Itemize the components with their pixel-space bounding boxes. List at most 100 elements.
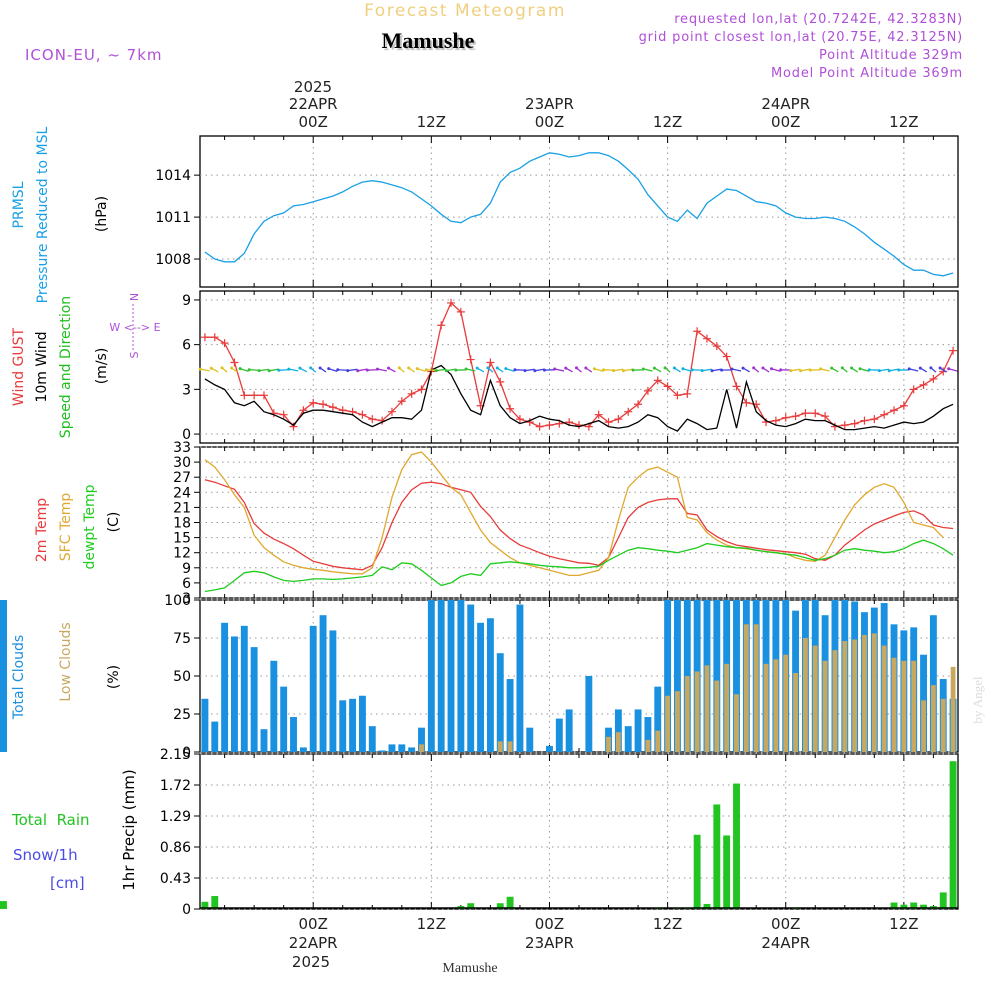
gust-marker [840, 421, 849, 430]
gust-marker [515, 415, 524, 424]
low-cloud-bar [793, 672, 798, 752]
wind-arrow-head [454, 368, 458, 372]
temp-ytick-label: 27 [173, 470, 191, 486]
wind-arrow [465, 368, 476, 372]
low-cloud-bar [419, 744, 424, 752]
gust-marker [899, 401, 908, 410]
gust-marker [447, 298, 456, 307]
low-cloud-bar [862, 634, 867, 752]
wind-arrow-head [475, 366, 479, 370]
top-hour-label: 12Z [653, 113, 682, 131]
rain-bar [920, 904, 927, 909]
wind-arrow-head [799, 369, 803, 373]
top-date-label: 24APR [761, 95, 810, 113]
wind-arrow-head [918, 366, 922, 370]
wind-arrow-head [444, 369, 448, 373]
wind-arrow-head [309, 366, 313, 370]
low-cloud-bar [930, 685, 936, 752]
wind-arrow-head [947, 367, 951, 371]
top-hour-label: 00Z [771, 113, 800, 131]
low-cloud-bar [655, 730, 661, 752]
temp-ytick-label: 6 [182, 576, 191, 592]
wind-arrow-head [277, 368, 281, 372]
bottom-hour-label: 00Z [299, 915, 328, 933]
gust-marker [269, 409, 278, 418]
wind-arrow-head [238, 367, 242, 371]
wind-arrow-head [220, 366, 224, 370]
wind-arrow-head [907, 367, 911, 371]
total-cloud-bar [299, 747, 307, 752]
total-clouds-label: Total Clouds [11, 635, 27, 720]
low-cloud-bar [714, 680, 720, 752]
total-cloud-bar [427, 600, 435, 752]
gust-marker [791, 412, 800, 421]
wind-arrow-head [752, 366, 756, 370]
wind-arrow-head [415, 367, 419, 371]
gust-marker [811, 409, 820, 418]
rain-bar [910, 902, 918, 909]
gust-marker [230, 358, 239, 367]
wind-arrow [357, 368, 368, 372]
low-cloud-bar [812, 645, 818, 752]
gust-marker [909, 385, 918, 394]
total-cloud-bar [221, 622, 229, 752]
gust-marker [496, 377, 505, 386]
top-date-label: 23APR [525, 95, 574, 113]
rain-bar [0, 906, 7, 909]
wind-arrow-head [730, 367, 734, 371]
wind-arrow-head [198, 367, 202, 371]
temp-ytick-label: 15 [173, 531, 191, 547]
rain-bar [467, 903, 475, 909]
gust-marker [387, 407, 396, 416]
temp-ytick-label: 21 [173, 500, 191, 516]
low-cloud-bar [921, 700, 926, 752]
low-cloud-bar [507, 741, 513, 752]
wind-arrow-head [209, 366, 213, 370]
wind-ytick-label: 9 [182, 293, 191, 309]
wind-ytick-label: 6 [182, 338, 191, 354]
wind-arrow-head [434, 369, 438, 373]
total-cloud-bar [664, 600, 672, 752]
gust-marker [702, 334, 711, 343]
low-cloud-bar [497, 741, 503, 752]
hpa-unit-label: (hPa) [94, 196, 110, 232]
gust-marker [210, 333, 219, 342]
wind-arrow-head [464, 367, 468, 371]
wind-arrow [711, 368, 722, 372]
wind-10m-label: 10m Wind [34, 331, 50, 402]
prmsl-label: PRMSL [11, 181, 27, 228]
pressure-panel: 1008 1011 1014 [155, 135, 959, 288]
total-cloud-bar [260, 729, 268, 752]
rain-bar [703, 903, 711, 909]
total-cloud-bar [240, 625, 248, 752]
wind-arrow-head [710, 369, 714, 373]
wind-arrow-head [424, 368, 428, 372]
precip-unit-label: 1hr Precip (mm) [120, 769, 138, 890]
gust-marker [781, 413, 790, 422]
gust-marker [860, 416, 869, 425]
low-cloud-bar [773, 659, 779, 752]
wind-arrow [889, 368, 899, 372]
bottom-year: 2025 [292, 953, 330, 971]
total-cloud-bar [231, 636, 238, 752]
wind-arrow [859, 368, 870, 372]
pressure-ytick-label: 1014 [155, 168, 191, 184]
wind-arrow-head [663, 366, 667, 370]
rain-bar [693, 834, 701, 909]
low-clouds-label: Low Clouds [58, 622, 74, 701]
wind-arrow [702, 368, 712, 372]
gust-marker [417, 385, 426, 394]
precip-ytick-label: 1.72 [160, 778, 191, 794]
wind-arrow [377, 368, 387, 372]
bottom-date-label: 22APR [289, 934, 338, 952]
wind-arrow [879, 368, 890, 372]
location-title: Mamushe [382, 28, 475, 53]
gust-marker [456, 307, 465, 316]
total-cloud-bar [467, 604, 475, 752]
low-cloud-bar [871, 633, 877, 752]
temp-ytick-label: 9 [182, 561, 191, 577]
wind-arrow-head [327, 367, 331, 371]
low-cloud-bar [950, 666, 956, 752]
total-cloud-bar [319, 615, 327, 752]
low-cloud-bar [832, 650, 838, 752]
